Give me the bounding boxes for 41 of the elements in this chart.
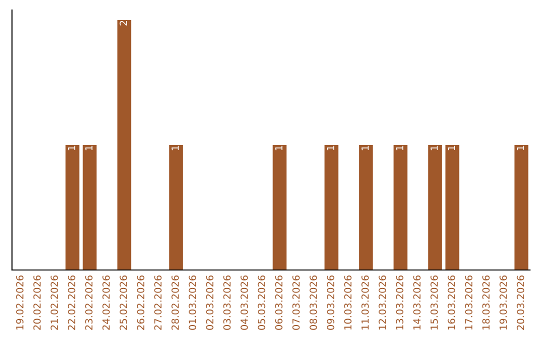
data-label: 1 (362, 146, 369, 150)
x-tick-label: 12.03.2026 (378, 275, 386, 330)
x-tick-label: 19.03.2026 (500, 275, 507, 330)
x-tick-label: 24.02.2026 (102, 275, 110, 330)
x-tick-label: 18.03.2026 (482, 275, 490, 330)
data-label: 1 (172, 146, 179, 150)
data-label: 1 (275, 146, 282, 150)
x-tick-label: 05.03.2026 (258, 275, 266, 330)
x-tick-label: 27.02.2026 (154, 275, 162, 330)
data-label: 1 (327, 146, 334, 150)
x-tick-label: 06.03.2026 (275, 275, 282, 330)
x-tick-label: 09.03.2026 (326, 275, 334, 330)
x-tick-label: 13.03.2026 (396, 275, 404, 330)
data-label: 2 (120, 20, 127, 26)
x-tick-label: 23.02.2026 (85, 275, 93, 330)
x-tick-label: 22.02.2026 (68, 275, 76, 330)
x-tick-label: 20.03.2026 (516, 275, 524, 330)
x-tick-label: 28.02.2026 (172, 275, 179, 330)
data-label: 1 (448, 146, 455, 150)
x-tick-label: 14.03.2026 (413, 275, 421, 330)
data-label: 1 (85, 146, 92, 150)
x-tick-label: 26.02.2026 (136, 275, 144, 330)
data-label: 1 (68, 146, 76, 150)
data-label: 1 (516, 146, 524, 150)
x-tick-label: 16.03.2026 (448, 275, 456, 330)
x-tick-label: 02.03.2026 (206, 275, 214, 330)
x-tick-label: 08.03.2026 (310, 275, 317, 330)
data-label: 1 (396, 146, 404, 150)
x-tick-label: 15.03.2026 (430, 275, 438, 330)
x-tick-label: 03.03.2026 (223, 275, 231, 330)
x-tick-label: 25.02.2026 (120, 275, 128, 330)
x-tick-label: 04.03.2026 (240, 275, 248, 330)
data-label: 1 (430, 146, 438, 150)
x-tick-label: 10.03.2026 (344, 275, 352, 330)
x-tick-label: 17.03.2026 (465, 275, 472, 330)
x-tick-label: 21.02.2026 (50, 275, 58, 330)
x-tick-label: 20.02.2026 (33, 275, 41, 330)
x-tick-label: 19.02.2026 (16, 275, 24, 330)
x-tick-label: 11.03.2026 (361, 275, 369, 330)
x-tick-label: 07.03.2026 (292, 275, 300, 330)
x-tick-label: 01.03.2026 (188, 275, 196, 330)
